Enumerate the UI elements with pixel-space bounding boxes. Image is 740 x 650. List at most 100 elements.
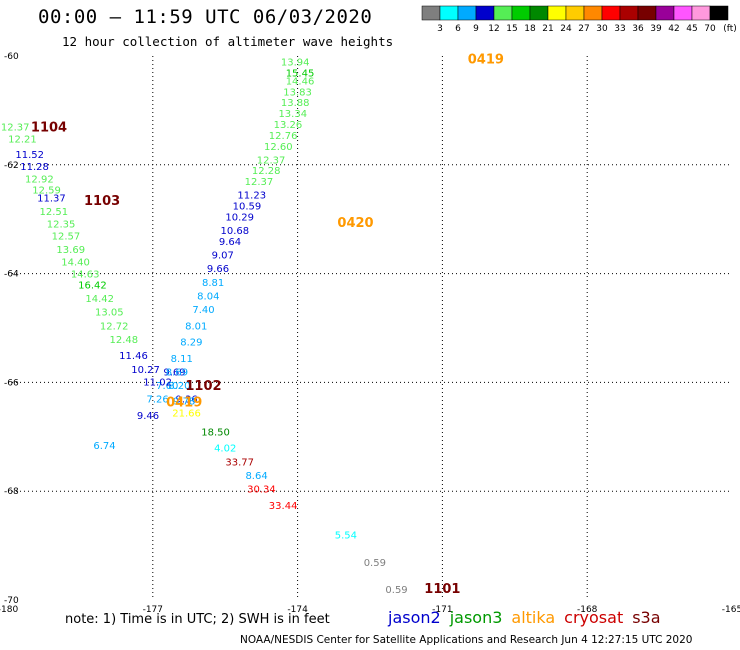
wave-height-value: 10.27: [131, 365, 160, 376]
wave-height-value: 12.48: [110, 335, 139, 346]
colorbar-swatch: [547, 5, 567, 21]
wave-height-value: 12.28: [252, 166, 281, 177]
wave-height-value: 5.54: [335, 531, 357, 542]
wave-height-value: 10.68: [221, 226, 250, 237]
wave-height-value: 8.69: [166, 368, 188, 379]
wave-height-value: 33.44: [269, 501, 298, 512]
legend-jason3: jason3: [449, 608, 503, 627]
colorbar-label: 27: [578, 24, 589, 34]
wave-height-value: 11.28: [20, 162, 49, 173]
wave-height-value: 8.01: [185, 321, 207, 332]
wave-height-value: 11.37: [37, 193, 66, 204]
x-tick-label: -165: [722, 605, 740, 615]
wave-height-value: 12.60: [264, 142, 293, 153]
wave-height-value: 9.46: [137, 411, 159, 422]
wave-height-value: 33.77: [225, 457, 254, 468]
y-tick-label: -68: [4, 487, 19, 497]
colorbar-label: 33: [614, 24, 625, 34]
x-tick-label: -171: [432, 605, 452, 615]
colorbar-label: 30: [596, 24, 608, 34]
chart-subtitle: 12 hour collection of altimeter wave hei…: [62, 34, 394, 49]
wave-height-value: 9.69: [163, 368, 185, 379]
colorbar-swatch: [673, 5, 693, 21]
colorbar-swatch: [529, 5, 549, 21]
wave-height-value: 12.57: [52, 232, 81, 243]
wave-height-value: 12.76: [269, 131, 298, 142]
legend-altika: altika: [511, 608, 556, 627]
x-tick-label: -168: [577, 605, 598, 615]
wave-height-value: 13.34: [278, 109, 307, 120]
legend-jason2: jason2: [388, 608, 441, 627]
wave-height-value: 11.23: [237, 191, 266, 202]
colorbar-label: 6: [455, 24, 461, 34]
satellite-legend: jason2 jason3 altika cryosat s3a: [388, 608, 670, 627]
wave-height-value: 7.40: [192, 305, 214, 316]
wave-height-value: 0.59: [385, 585, 407, 596]
wave-height-value: 12.35: [47, 220, 76, 231]
colorbar-swatch: [511, 5, 531, 21]
colorbar-label: (ft): [723, 24, 737, 34]
x-tick-label: -174: [287, 605, 308, 615]
wave-height-value: 9.07: [212, 251, 234, 262]
colorbar-swatch: [475, 5, 495, 21]
wave-height-value: 12.59: [32, 185, 61, 196]
colorbar-swatch: [637, 5, 657, 21]
wave-height-value: 13.05: [95, 308, 124, 319]
colorbar-label: 36: [632, 24, 644, 34]
wave-height-value: 13.88: [281, 98, 310, 109]
wave-height-value: 21.66: [172, 408, 201, 419]
pass-id-label: 1104: [31, 121, 67, 136]
colorbar-label: 3: [437, 24, 443, 34]
pass-id-label: 1101: [424, 582, 460, 597]
wave-height-value: 8.04: [197, 291, 219, 302]
wave-height-value: 13.83: [283, 87, 312, 98]
wave-height-value: 13.94: [281, 57, 310, 68]
wave-height-value: 8.29: [180, 338, 202, 349]
wave-height-value: 15.45: [286, 68, 315, 79]
colorbar-label: 12: [488, 24, 499, 34]
wave-height-value: 8.64: [245, 471, 267, 482]
colorbar-swatch: [493, 5, 513, 21]
colorbar-swatch: [421, 5, 441, 21]
legend-s3a: s3a: [632, 608, 661, 627]
colorbar-swatch: [709, 5, 729, 21]
wave-height-value: 11.46: [119, 351, 148, 362]
pass-id-label: 1103: [84, 194, 120, 209]
wave-height-value: 9.64: [219, 237, 241, 248]
pass-id-label: 1102: [185, 379, 221, 394]
wave-height-value: 12.72: [100, 321, 129, 332]
pass-id-label: 0420: [337, 216, 373, 231]
chart-title: 00:00 – 11:59 UTC 06/03/2020: [38, 6, 373, 28]
wave-height-value: 13.69: [56, 245, 85, 256]
wave-height-value: 9.66: [207, 264, 229, 275]
colorbar-label: 15: [506, 24, 517, 34]
y-tick-label: -70: [4, 596, 19, 606]
wave-height-value: 12.21: [8, 135, 37, 146]
wave-height-value: 10.29: [225, 212, 254, 223]
wave-height-value: 8.20: [168, 381, 190, 392]
wave-height-value: 12.37: [1, 123, 30, 134]
wave-height-value: 14.40: [61, 258, 90, 269]
wave-height-value: 18.50: [201, 427, 230, 438]
colorbar-label: 18: [524, 24, 536, 34]
colorbar-label: 21: [542, 24, 553, 34]
pass-id-label: 0419: [166, 395, 202, 410]
wave-height-value: 7.60: [156, 381, 178, 392]
wave-height-value: 0.59: [364, 558, 386, 569]
colorbar-swatch: [691, 5, 711, 21]
wave-height-value: 8.11: [171, 354, 193, 365]
x-tick-label: -180: [0, 605, 18, 615]
y-tick-label: -62: [4, 161, 19, 171]
legend-cryosat: cryosat: [564, 608, 624, 627]
wave-height-points: 13.9415.4514.4613.8313.8813.3413.2612.76…: [1, 57, 408, 596]
wave-height-value: 6.74: [93, 441, 115, 452]
credit-line: NOAA/NESDIS Center for Satellite Applica…: [240, 634, 693, 646]
wave-height-value: 11.02: [143, 377, 172, 388]
colorbar-swatch: [565, 5, 585, 21]
wave-height-value: 12.92: [25, 174, 54, 185]
colorbar-label: 9: [473, 24, 479, 34]
pass-id-label: 0419: [468, 53, 504, 68]
colorbar-label: 42: [668, 24, 679, 34]
